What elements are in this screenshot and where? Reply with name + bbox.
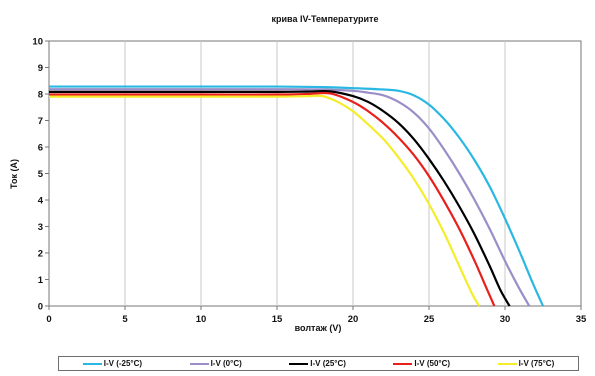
legend: I-V (-25°C) I-V (0°C) I-V (25°C) I-V (50°C)… — [58, 356, 579, 371]
legend-swatch — [189, 362, 209, 365]
x-tick-labels: 0 5 10 15 20 25 30 35 — [46, 314, 587, 325]
series-line-0 — [49, 85, 545, 307]
legend-label: I-V (75°C) — [518, 359, 555, 368]
grid-lines — [45, 40, 582, 310]
legend-label: I-V (-25°C) — [103, 359, 143, 368]
x-tick-label: 10 — [196, 314, 207, 325]
x-tick-label: 25 — [424, 314, 435, 325]
y-tick-labels: 0 1 2 3 4 5 6 7 8 9 10 — [32, 37, 43, 313]
legend-label: I-V (50°C) — [414, 359, 451, 368]
legend-swatch — [82, 362, 102, 365]
y-tick-label: 8 — [38, 90, 43, 101]
series-lines — [48, 85, 545, 307]
series-line-1 — [49, 88, 531, 307]
plot-area — [48, 40, 582, 307]
y-tick-label: 10 — [32, 37, 43, 48]
y-tick-label: 9 — [38, 63, 43, 74]
legend-swatch — [393, 362, 413, 365]
series-line-2 — [49, 89, 511, 307]
legend-item: I-V (25°C) — [289, 359, 346, 368]
legend-swatch — [289, 362, 309, 365]
chart-title: крива IV-Температурите — [272, 14, 379, 24]
x-tick-label: 5 — [122, 314, 128, 325]
y-tick-label: 2 — [38, 249, 43, 260]
legend-swatch — [497, 362, 517, 365]
legend-label: I-V (0°C) — [210, 359, 242, 368]
x-tick-label: 30 — [500, 314, 511, 325]
y-tick-label: 0 — [38, 302, 43, 313]
y-tick-label: 4 — [38, 196, 44, 207]
x-tick-label: 0 — [46, 314, 51, 325]
y-tick-label: 6 — [38, 143, 43, 154]
x-tick-label: 35 — [576, 314, 587, 325]
x-tick-label: 15 — [272, 314, 283, 325]
legend-label: I-V (25°C) — [310, 359, 346, 368]
legend-item: I-V (50°C) — [393, 359, 450, 368]
x-tick-label: 20 — [348, 314, 359, 325]
y-axis-title: Ток (A) — [9, 159, 19, 189]
y-tick-label: 7 — [38, 116, 43, 127]
y-tick-label: 3 — [38, 222, 43, 233]
legend-item: I-V (75°C) — [497, 359, 555, 368]
series-line-4 — [49, 94, 481, 307]
x-axis-title: волтаж (V) — [295, 323, 342, 333]
chart: крива IV-Температурите 0 5 10 15 20 25 30 35 01… — [9, 14, 587, 333]
legend-item: I-V (0°C) — [189, 359, 242, 368]
series-line-3 — [48, 91, 496, 307]
y-tick-label: 1 — [38, 275, 44, 286]
y-tick-label: 5 — [38, 169, 44, 180]
legend-item: I-V (-25°C) — [82, 359, 143, 368]
